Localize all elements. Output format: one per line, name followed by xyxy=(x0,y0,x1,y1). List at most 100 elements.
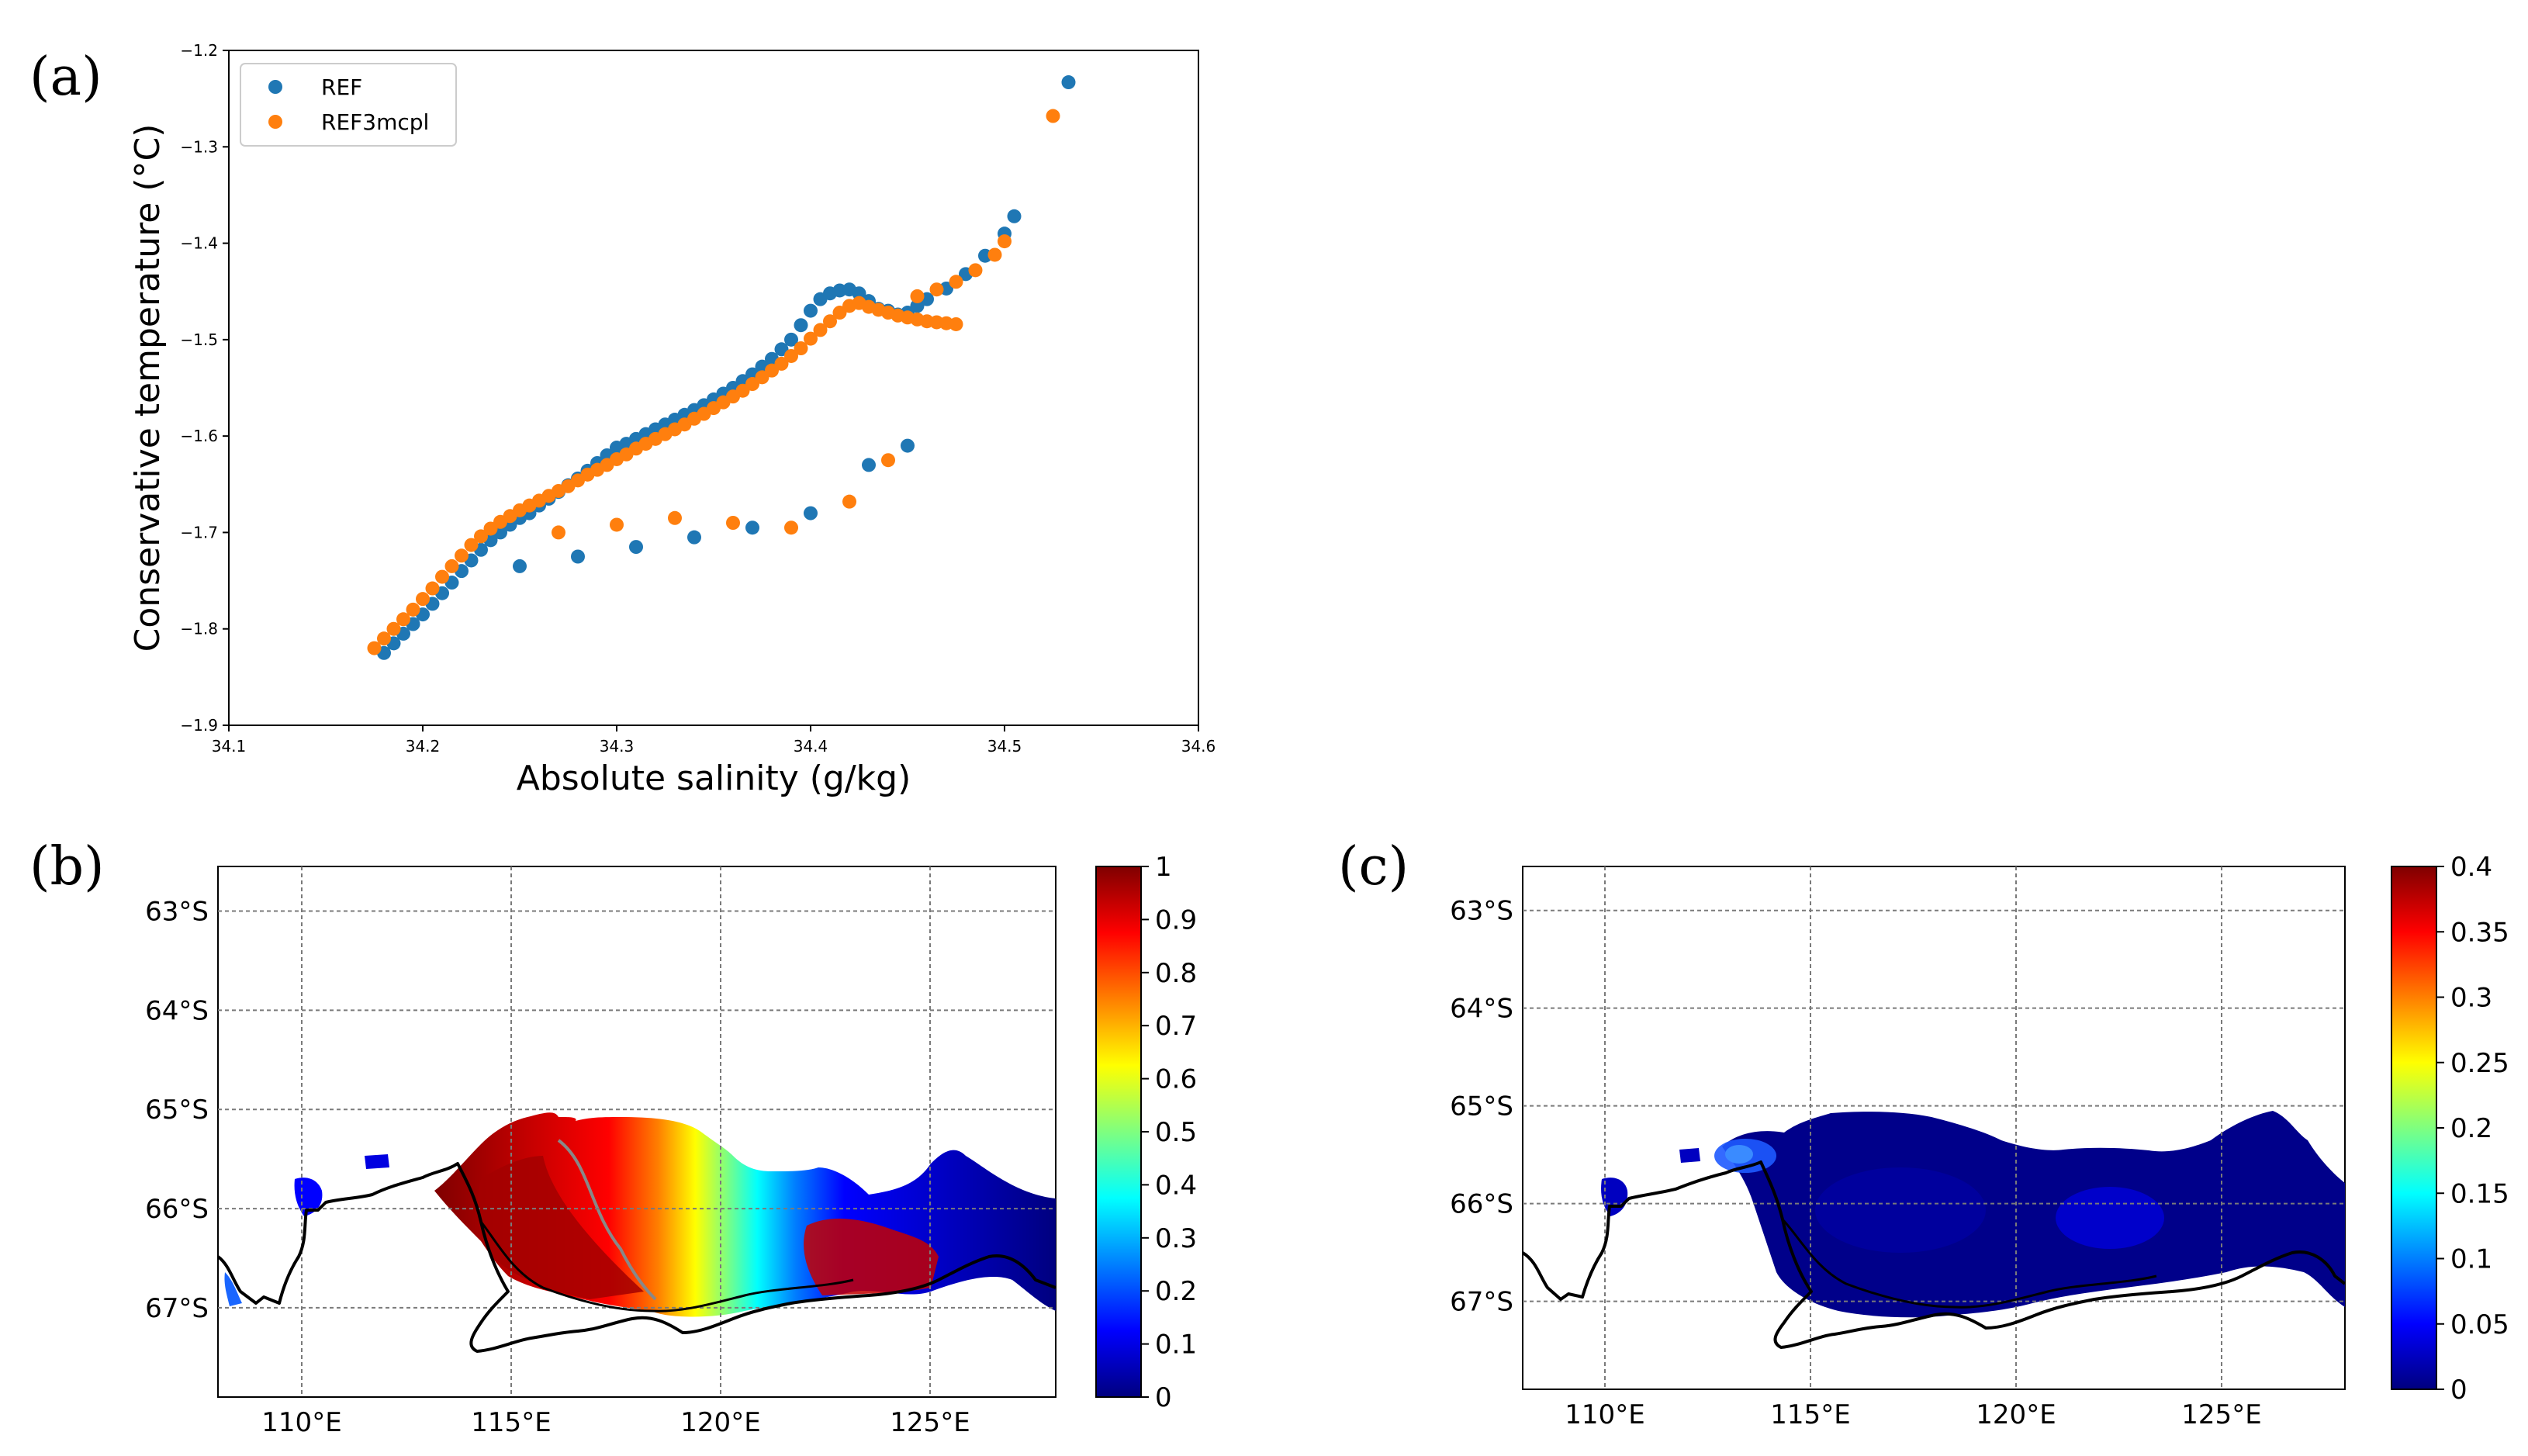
y-tick-label: −1.2 xyxy=(180,41,218,60)
map-c-field xyxy=(1601,1111,2345,1318)
y-tick-label: −1.4 xyxy=(180,234,218,253)
x-tick-label: 34.3 xyxy=(600,737,635,756)
point-ref xyxy=(794,318,808,333)
point-ref3mcpl xyxy=(1046,109,1060,123)
point-ref xyxy=(745,520,759,535)
field-b-contour xyxy=(557,1139,657,1301)
lat-tick-label: 67°S xyxy=(145,1293,209,1324)
field-c-east-shade xyxy=(2056,1187,2164,1249)
x-tick-label: 34.6 xyxy=(1181,737,1216,756)
field-b-west-patch xyxy=(294,1178,323,1216)
point-ref3mcpl xyxy=(377,631,391,646)
colorbar-b xyxy=(1095,866,1142,1398)
colorbar-b-ticks: 0 0.1 0.2 0.3 0.4 0.5 0.6 0.7 0.8 0.9 1 xyxy=(1141,852,1197,1413)
colorbar-c xyxy=(2391,866,2437,1390)
point-ref3mcpl xyxy=(774,356,789,371)
legend: REF REF3mcpl xyxy=(240,63,457,147)
y-tick-label: −1.5 xyxy=(180,330,218,349)
colorbar-tick-label: 0.8 xyxy=(1155,958,1197,989)
point-ref xyxy=(1007,209,1022,223)
lat-tick-label: 67°S xyxy=(1450,1287,1513,1318)
x-tick-label: 34.4 xyxy=(794,737,828,756)
field-c-hotspot-core xyxy=(1725,1145,1753,1164)
point-ref xyxy=(901,438,915,453)
colorbar-tick-label: 0.1 xyxy=(2450,1244,2492,1275)
lat-tick-label: 66°S xyxy=(145,1194,209,1225)
panel-c-label: (c) xyxy=(1338,836,1409,897)
colorbar-tick-label: 0.3 xyxy=(1155,1223,1197,1254)
point-ref3mcpl xyxy=(998,234,1012,249)
point-ref3mcpl xyxy=(668,510,682,525)
point-ref3mcpl xyxy=(929,282,944,297)
point-ref3mcpl xyxy=(435,569,449,584)
colorbar-tick-label: 0.05 xyxy=(2450,1309,2509,1340)
point-ref xyxy=(774,342,789,357)
axis-ticks: 34.1 34.2 34.3 34.4 34.5 34.6 −1.9 −1.8 −1.7 −1.6… xyxy=(180,41,1216,756)
colorbar-tick-label: 0.6 xyxy=(1155,1064,1197,1095)
point-ref3mcpl xyxy=(464,538,479,552)
point-ref3mcpl xyxy=(949,275,963,289)
point-ref3mcpl xyxy=(813,323,828,337)
lon-tick-label: 115°E xyxy=(1770,1399,1850,1430)
map-c-coastline-shelf xyxy=(1781,1218,2157,1309)
lat-tick-label: 63°S xyxy=(1450,896,1513,927)
lon-tick-label: 120°E xyxy=(680,1407,760,1438)
y-tick-label: −1.7 xyxy=(180,523,218,541)
colorbar-c-ticks: 0 0.05 0.1 0.15 0.2 0.25 0.3 0.35 0.4 xyxy=(2436,852,2509,1406)
point-ref3mcpl xyxy=(784,520,798,535)
y-tick-label: −1.9 xyxy=(180,716,218,735)
legend-marker-ref3mcpl xyxy=(268,115,282,129)
x-tick-label: 34.1 xyxy=(212,737,247,756)
colorbar-tick-label: 0 xyxy=(2450,1375,2467,1406)
lat-tick-label: 65°S xyxy=(145,1095,209,1126)
field-c-main xyxy=(1722,1111,2345,1318)
point-ref3mcpl xyxy=(483,521,498,536)
y-tick-label: −1.3 xyxy=(180,137,218,156)
map-c-coastline xyxy=(1521,1160,2346,1349)
colorbar-tick-label: 0.4 xyxy=(2450,852,2492,883)
point-ref xyxy=(1061,75,1076,90)
point-ref xyxy=(784,332,798,347)
map-b-coastline-shelf xyxy=(479,1221,854,1312)
y-tick-label: −1.6 xyxy=(180,427,218,445)
data-points xyxy=(367,75,1076,660)
scatter-plot: 34.1 34.2 34.3 34.4 34.5 34.6 −1.9 −1.8 −1.7 −1.6… xyxy=(128,41,1216,798)
legend-box xyxy=(240,63,457,147)
map-b-ticks: 110°E 115°E 120°E 125°E 63°S 64°S 65°S 66°S 67°S xyxy=(145,897,970,1438)
point-ref3mcpl xyxy=(396,612,410,627)
point-ref3mcpl xyxy=(794,341,808,356)
legend-marker-ref xyxy=(268,80,282,94)
point-ref3mcpl xyxy=(987,247,1002,262)
point-ref3mcpl xyxy=(416,592,430,607)
x-tick-label: 34.2 xyxy=(406,737,441,756)
point-ref3mcpl xyxy=(444,559,459,573)
point-ref3mcpl xyxy=(406,602,420,617)
field-c-small-patch xyxy=(1679,1148,1700,1163)
point-ref3mcpl xyxy=(765,363,779,378)
point-ref3mcpl xyxy=(474,529,488,544)
legend-label-ref3mcpl: REF3mcpl xyxy=(321,109,429,135)
colorbar-tick-label: 0.7 xyxy=(1155,1011,1197,1042)
point-ref3mcpl xyxy=(755,370,769,385)
colorbar-tick-label: 0.4 xyxy=(1155,1170,1197,1201)
field-b-small-patch xyxy=(365,1154,389,1169)
point-ref3mcpl xyxy=(386,621,401,636)
colorbar-tick-label: 0.2 xyxy=(2450,1113,2492,1144)
point-ref xyxy=(629,540,643,555)
lat-tick-label: 63°S xyxy=(145,897,209,928)
point-ref3mcpl xyxy=(832,306,847,320)
lon-tick-label: 120°E xyxy=(1976,1399,2056,1430)
point-ref3mcpl xyxy=(745,377,759,392)
lon-tick-label: 125°E xyxy=(2181,1399,2261,1430)
field-c-mid-shade xyxy=(1815,1167,1986,1253)
lat-tick-label: 65°S xyxy=(1450,1091,1513,1122)
point-ref3mcpl xyxy=(735,383,750,398)
colorbar-tick-label: 0.3 xyxy=(2450,983,2492,1014)
point-ref xyxy=(687,530,701,545)
point-ref3mcpl xyxy=(842,494,856,509)
colorbar-tick-label: 0.1 xyxy=(1155,1330,1197,1361)
map-b-gridlines xyxy=(218,866,1056,1397)
point-ref3mcpl xyxy=(455,548,469,563)
point-ref xyxy=(804,303,818,318)
